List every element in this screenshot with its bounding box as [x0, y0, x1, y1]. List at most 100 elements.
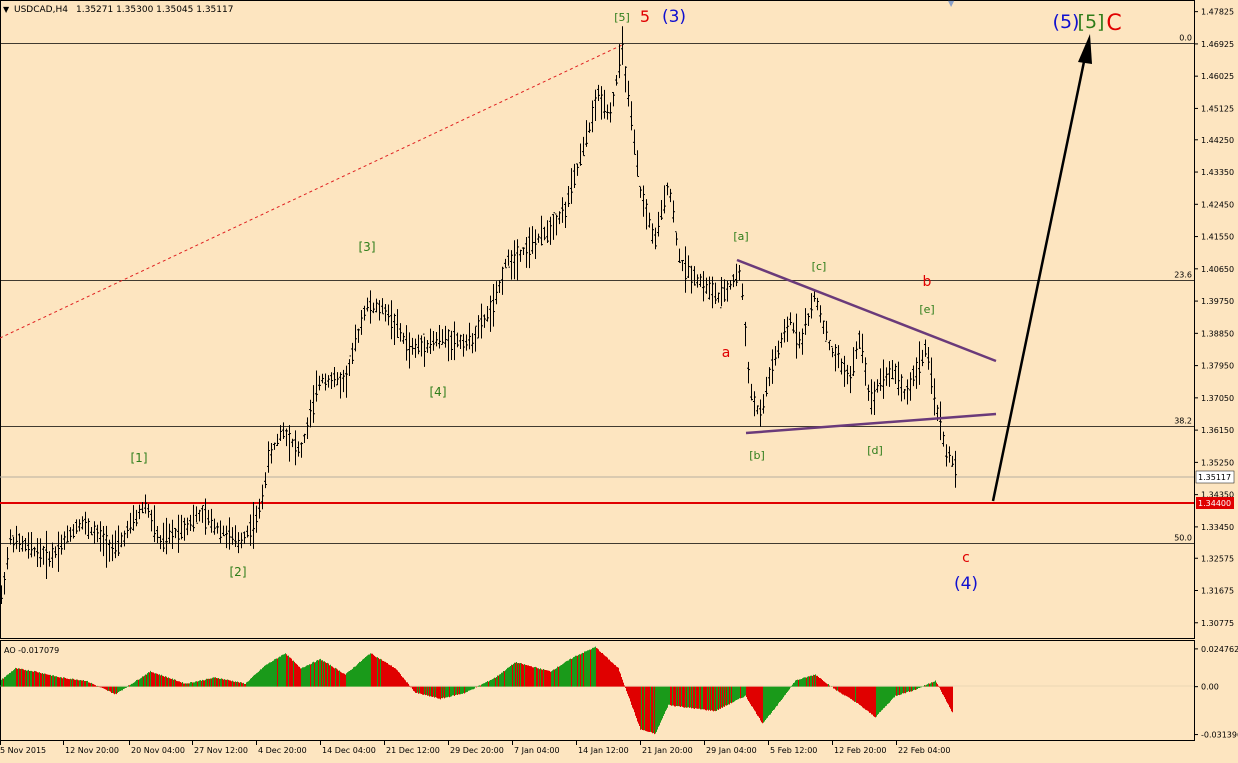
ohlc-bar: [717, 292, 720, 303]
wave-label: [5]: [1078, 11, 1105, 33]
ohlc-bar: [96, 524, 99, 543]
ohlc-bar: [321, 373, 324, 384]
ohlc-bar: [690, 265, 693, 294]
ohlc-bar: [786, 316, 789, 342]
ohlc-bar: [657, 211, 660, 237]
ohlc-bar: [915, 357, 918, 389]
ohlc-bar: [525, 237, 528, 268]
ohlc-bar: [75, 519, 78, 534]
ohlc-bar: [489, 295, 492, 332]
ohlc-bar: [144, 494, 147, 514]
ohlc-bar: [27, 532, 30, 559]
ohlc-bar: [513, 240, 516, 280]
wave-label: [3]: [359, 240, 376, 254]
ohlc-bar: [417, 334, 420, 355]
ohlc-bar: [3, 572, 6, 595]
ohlc-bar: [630, 101, 633, 131]
ohlc-bar: [711, 276, 714, 309]
ohlc-bar: [546, 220, 549, 244]
ohlc-bar: [114, 530, 117, 559]
ohlc-bar: [600, 86, 603, 120]
ohlc-bar: [168, 523, 171, 544]
ao-tick-label: 0.00: [1201, 683, 1219, 692]
current-price-tag: [1195, 470, 1235, 484]
ohlc-bar: [63, 531, 66, 550]
ohlc-bar: [225, 525, 228, 549]
ohlc-bar: [357, 328, 360, 343]
ohlc-bar: [864, 357, 867, 386]
ohlc-bar: [429, 328, 432, 354]
ohlc-bar: [264, 472, 267, 489]
ohlc-bar: [345, 365, 348, 398]
ohlc-bar: [483, 314, 486, 328]
ohlc-bar: [894, 363, 897, 384]
ohlc-bar: [870, 379, 873, 415]
ohlc-bar: [372, 302, 375, 314]
ohlc-bar: [639, 185, 642, 198]
ohlc-bar: [66, 525, 69, 543]
ohlc-bar: [666, 182, 669, 196]
time-tick-label: 29 Jan 04:00: [706, 746, 757, 755]
ohlc-bar: [876, 379, 879, 393]
ohlc-bar: [774, 345, 777, 366]
ohlc-bar: [360, 309, 363, 335]
price-tick-label: 1.36150: [1201, 426, 1234, 435]
triangle-lower-line[interactable]: [745, 412, 997, 435]
ohlc-bar: [246, 525, 249, 538]
ohlc-bar: [402, 332, 405, 344]
ohlc-bar: [681, 259, 684, 272]
ohlc-bar: [858, 330, 861, 349]
ohlc-bar: [531, 226, 534, 254]
ohlc-bar: [198, 509, 201, 522]
ohlc-bar: [318, 375, 321, 391]
projection-arrow[interactable]: [991, 51, 1088, 502]
ohlc-bar: [237, 532, 240, 554]
ohlc-bar: [183, 517, 186, 541]
ohlc-bar: [924, 339, 927, 357]
ohlc-bar: [171, 519, 174, 550]
ohlc-bar: [111, 534, 114, 562]
price-axis[interactable]: 1.47825 1.46925 1.46025 1.45125 1.44250 1.433…: [1194, 8, 1234, 628]
ohlc-bar: [243, 531, 246, 545]
triangle-upper-line[interactable]: [736, 258, 997, 363]
ohlc-bar: [696, 274, 699, 288]
ohlc-bar: [735, 263, 738, 287]
ohlc-bar: [213, 518, 216, 535]
wave-label: (4): [954, 574, 978, 594]
symbol-dropdown-icon[interactable]: ▼: [3, 5, 10, 14]
ohlc-bar: [333, 366, 336, 388]
ohlc-bar: [606, 104, 609, 120]
wave-label: (3): [662, 7, 686, 27]
price-tick-label: 1.46925: [1201, 40, 1234, 49]
wave-label: C: [1106, 11, 1121, 36]
ohlc-bar: [195, 506, 198, 524]
price-tick-label: 1.35250: [1201, 458, 1234, 467]
ohlc-bar: [99, 521, 102, 552]
ohlc-bar: [624, 66, 627, 93]
ohlc-bar: [420, 335, 423, 357]
ohlc-bar: [951, 455, 954, 467]
ohlc-bar: [897, 361, 900, 396]
ohlc-bar: [798, 331, 801, 349]
ohlc-bar: [792, 322, 795, 334]
ohlc-bar: [633, 129, 636, 155]
ohlc-bar: [279, 425, 282, 441]
ohlc-bar: [759, 399, 762, 427]
wave-label: [a]: [733, 230, 748, 243]
time-tick-label: 12 Nov 20:00: [65, 746, 119, 755]
ao-label: AO -0.017079: [4, 646, 59, 655]
dotted-trendline[interactable]: [0, 44, 623, 339]
ohlc-bar: [312, 385, 315, 423]
ohlc-bar: [234, 525, 237, 547]
ohlc-bar: [762, 394, 765, 414]
ohlc-bar: [906, 379, 909, 405]
ohlc-bar: [651, 223, 654, 244]
ohlc-bar: [879, 368, 882, 391]
ohlc-bar: [825, 320, 828, 342]
ohlc-bar: [810, 293, 813, 319]
ohlc-bar: [90, 527, 93, 536]
time-axis[interactable]: 5 Nov 2015 12 Nov 20:00 20 Nov 04:00 27 Nov…: [0, 741, 950, 755]
ohlc-bar: [687, 255, 690, 279]
ohlc-bar: [240, 532, 243, 549]
